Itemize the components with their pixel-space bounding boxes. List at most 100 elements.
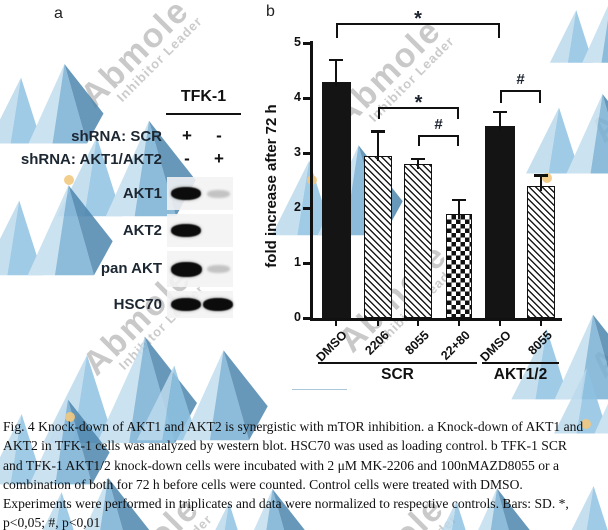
blot-band: [206, 265, 230, 273]
y-tick: [303, 97, 311, 100]
lane-marker: -: [184, 149, 190, 168]
bar: [527, 186, 555, 318]
bar: [364, 155, 392, 318]
abmole-logo-icon: [0, 55, 110, 149]
error-bar-whisker: [499, 111, 501, 131]
significance-bracket: [336, 23, 500, 26]
x-tick: [377, 321, 379, 326]
panel-a-label: a: [54, 5, 63, 22]
watermark-line: [292, 389, 347, 390]
blot-band: [171, 298, 201, 311]
blot-band: [206, 189, 230, 198]
abmole-logo-icon: [20, 468, 156, 530]
significance-bracket: [378, 107, 459, 110]
significance-label: *: [414, 8, 422, 30]
group-underline: [482, 362, 559, 365]
group-label: AKT1/2: [493, 366, 548, 383]
lane-marker: +: [182, 126, 192, 145]
x-tick: [417, 321, 419, 326]
y-tick-label: 3: [294, 145, 301, 159]
significance-bracket: [457, 135, 460, 146]
cell-line-label: TFK-1: [180, 88, 227, 105]
x-tick: [540, 321, 542, 326]
bar: [404, 164, 432, 318]
y-tick: [303, 207, 311, 210]
cell-line-underline: [166, 113, 241, 116]
panel-b-label: b: [266, 3, 275, 20]
x-axis-line: [310, 318, 562, 321]
error-bar-cap: [452, 198, 466, 202]
watermark-sun-dot-icon: [581, 419, 591, 429]
significance-bracket: [500, 90, 503, 103]
y-tick: [303, 152, 311, 155]
blot-band: [171, 224, 201, 237]
significance-bracket: [418, 135, 459, 138]
error-bar-cap: [534, 174, 548, 177]
shrna-row-label: shRNA: AKT1/AKT2: [20, 151, 162, 168]
error-bar-cap: [329, 58, 343, 62]
abmole-logo-icon: [545, 0, 608, 67]
bar: [446, 213, 472, 318]
error-bar-whisker: [335, 59, 337, 87]
error-bar-whisker: [417, 158, 419, 169]
blot-row-label: AKT1: [122, 184, 162, 202]
caption-line: and TFK-1 AKT1/2 knock-down cells were i…: [3, 457, 559, 473]
abmole-logo-icon: [190, 480, 318, 530]
y-tick-label: 2: [294, 200, 301, 214]
abmole-logo-icon: [420, 480, 539, 530]
y-tick-label: 0: [294, 310, 301, 324]
significance-bracket: [500, 90, 541, 93]
abmole-logo-icon: [548, 345, 608, 439]
significance-label: *: [414, 92, 423, 114]
caption-line: combination of both for 72 h before cell…: [3, 476, 523, 492]
watermark-sun-dot-icon: [64, 175, 74, 185]
abmole-logo-icon: [552, 462, 608, 530]
blot-band: [170, 261, 202, 277]
caption-line: AKT2 in TFK-1 cells was analyzed by west…: [3, 438, 567, 454]
error-bar-whisker: [540, 175, 542, 191]
abmole-logo-icon: [0, 390, 116, 490]
blot-band: [203, 298, 233, 311]
shrna-row-label: shRNA: SCR: [71, 128, 162, 145]
blot-band: [171, 187, 201, 200]
error-bar-cap: [493, 110, 507, 114]
y-axis-line: [310, 41, 313, 321]
significance-label: #: [516, 71, 525, 88]
panel-a: a TFK-1 shRNA: SCR + - shRNA: AKT1/AKT2 - + A…: [0, 0, 260, 415]
blot-row-label: HSC70: [113, 295, 162, 313]
y-tick: [303, 42, 311, 45]
blot-row-label: AKT2: [122, 221, 162, 239]
lane-marker: -: [216, 126, 222, 145]
bar: [485, 125, 515, 318]
abmole-logo-icon: [0, 175, 120, 281]
x-tick: [499, 321, 501, 326]
watermark-sun-dot-icon: [65, 412, 75, 422]
significance-bracket: [336, 23, 339, 38]
x-tick: [335, 321, 337, 326]
significance-bracket: [457, 107, 460, 119]
y-tick-label: 1: [294, 255, 301, 269]
y-tick-label: 4: [294, 90, 301, 104]
blot-row-label: pan AKT: [100, 260, 162, 277]
panel-b: b fold increase after 72 h 0 1 2 3 4 5 DMSO 220…: [255, 0, 608, 416]
abmole-logo-icon: [130, 340, 275, 446]
y-tick: [303, 317, 311, 320]
group-underline: [318, 362, 477, 365]
figure-caption: Fig. 4 Knock-down of AKT1 and AKT2 is sy…: [3, 417, 603, 530]
error-bar-whisker: [377, 131, 379, 161]
significance-bracket: [539, 90, 542, 103]
error-bar-whisker: [458, 199, 460, 219]
caption-line: Fig. 4 Knock-down of AKT1 and AKT2 is sy…: [3, 419, 584, 434]
significance-bracket: [378, 107, 381, 119]
abmole-logo-icon: [520, 85, 608, 179]
y-tick: [303, 262, 311, 265]
significance-label: #: [434, 116, 443, 133]
bar: [321, 81, 351, 318]
lane-marker: +: [214, 149, 224, 168]
significance-bracket: [498, 23, 501, 38]
significance-bracket: [418, 135, 421, 146]
group-label: SCR: [381, 366, 414, 383]
x-tick: [458, 321, 460, 326]
